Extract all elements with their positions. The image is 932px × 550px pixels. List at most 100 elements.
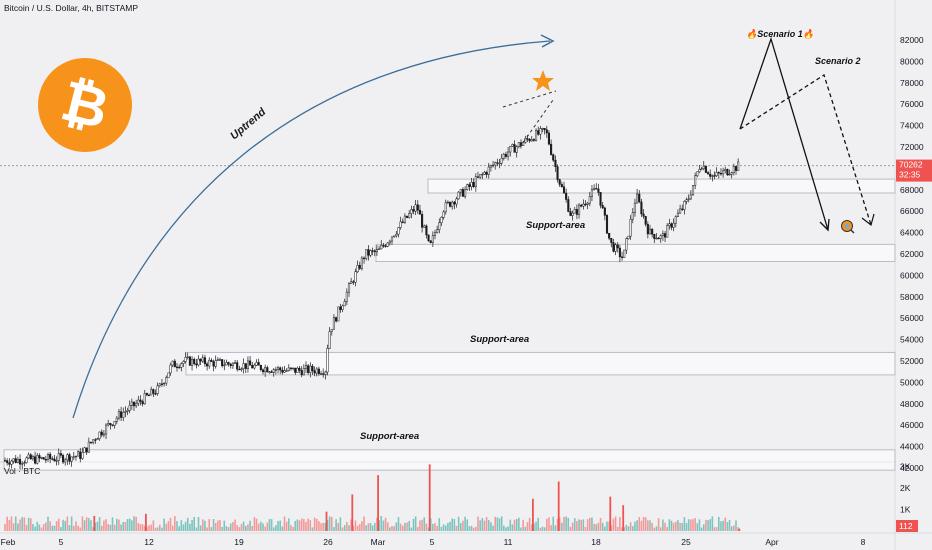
volume-bar (40, 527, 43, 531)
candle-body (150, 389, 153, 396)
volume-bar (664, 522, 666, 531)
price-tick: 66000 (900, 206, 924, 216)
candle-body (302, 368, 305, 376)
candle-body (79, 451, 82, 459)
volume-bar (49, 521, 51, 531)
volume-bar (389, 527, 391, 531)
volume-bar (204, 520, 206, 531)
candle-body (320, 373, 323, 375)
volume-bar (490, 522, 492, 531)
volume-bar (526, 522, 529, 531)
candle-body (268, 371, 271, 373)
candle-body (416, 204, 419, 211)
volume-bar (586, 519, 589, 531)
volume-bar (169, 517, 172, 531)
candle-body (89, 441, 93, 444)
volume-bar (483, 520, 486, 531)
volume-bar (464, 516, 466, 531)
volume-bar (38, 524, 41, 531)
candle-body (135, 403, 138, 407)
volume-bar (107, 523, 109, 531)
candle-body (184, 357, 187, 362)
candle-body (380, 245, 383, 250)
candle-body (578, 204, 581, 215)
volume-bar (369, 522, 372, 531)
candle-body (264, 367, 267, 373)
candle-body (575, 209, 578, 215)
candle-body (679, 208, 682, 214)
volume-bar-peak (351, 494, 354, 531)
candle-body (661, 233, 664, 237)
volume-bar (595, 524, 598, 531)
candle-body (175, 366, 179, 368)
volume-bar (636, 520, 638, 531)
volume-bar (447, 522, 449, 531)
volume-tag-value: 112 (899, 521, 913, 531)
volume-bar (14, 516, 17, 531)
candle-body (77, 451, 80, 457)
candle-body (369, 250, 372, 256)
candle-body (236, 362, 239, 370)
volume-bar (303, 519, 305, 531)
candle-body (494, 162, 497, 166)
candle-body (689, 194, 692, 200)
candle-body (178, 366, 181, 369)
candle-body (681, 208, 684, 210)
volume-bar (606, 521, 608, 531)
candle-body (360, 257, 363, 269)
volume-bar (66, 516, 69, 531)
volume-bar (651, 522, 653, 531)
candle-body (59, 453, 62, 456)
candle-body (552, 154, 555, 161)
volume-bar (113, 524, 116, 531)
volume-bar (60, 526, 62, 531)
volume-bar (288, 518, 290, 531)
candle-body (343, 301, 346, 307)
volume-bar (728, 519, 731, 531)
candle-body (659, 235, 662, 239)
candle-body (528, 139, 531, 142)
volume-bar (135, 516, 137, 531)
candle-body (732, 166, 735, 173)
volume-bar (234, 519, 236, 531)
volume-tick: 3K (900, 462, 911, 472)
volume-bar (597, 522, 600, 531)
volume-bar (174, 515, 176, 531)
volume-bar (249, 520, 251, 531)
candle-body (382, 245, 385, 247)
candle-body (363, 257, 366, 260)
volume-bar (546, 518, 548, 531)
volume-bar (96, 521, 99, 531)
volume-bar (735, 520, 737, 531)
price-tick: 72000 (900, 142, 924, 152)
candle-body (461, 189, 464, 197)
candle-body (696, 171, 699, 176)
candle-body (356, 265, 359, 272)
candle-body (547, 132, 551, 145)
candle-body (281, 369, 284, 373)
last-price-value: 70262 (899, 160, 923, 170)
volume-bar (328, 516, 331, 531)
volume-bar (417, 526, 419, 531)
volume-bar-peak (532, 498, 534, 531)
candle-body (425, 225, 428, 236)
volume-bar (677, 520, 679, 531)
volume-bar (726, 522, 729, 531)
volume-bar (221, 526, 223, 531)
volume-bar (264, 526, 266, 531)
candle-body (384, 245, 387, 247)
volume-bar (124, 521, 127, 531)
candle-body (74, 455, 78, 458)
volume-bar (662, 519, 664, 531)
volume-bar (161, 527, 163, 531)
candle-body (631, 212, 634, 220)
candle-body (584, 203, 587, 206)
candle-body (311, 365, 314, 372)
volume-bar (520, 527, 522, 531)
volume-bar (442, 524, 445, 531)
volume-bar (141, 524, 144, 531)
volume-bar (339, 517, 342, 531)
volume-bar (350, 519, 352, 531)
volume-bar (573, 518, 576, 531)
